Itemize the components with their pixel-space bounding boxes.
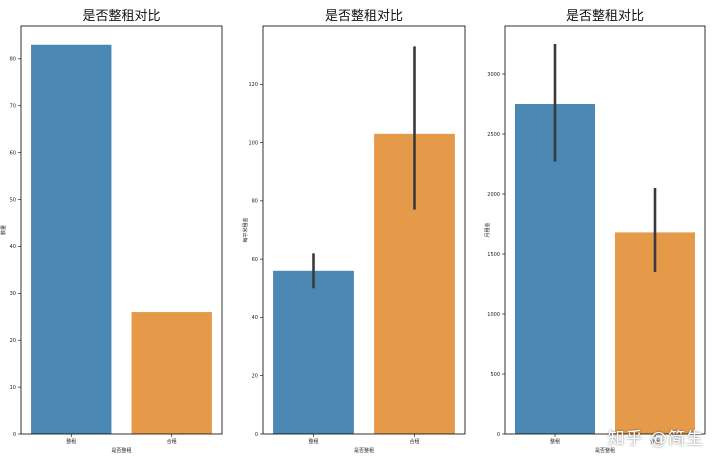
y-tick-label: 20 bbox=[252, 374, 258, 380]
plot-frame bbox=[262, 25, 466, 435]
y-tick-label: 3000 bbox=[487, 72, 500, 78]
y-tick-label: 80 bbox=[10, 57, 16, 63]
y-tick-label: 0 bbox=[255, 432, 258, 438]
x-tick-label: 合租 bbox=[409, 438, 419, 445]
x-tick-label: 整租 bbox=[550, 438, 560, 445]
y-tick-label: 80 bbox=[252, 199, 258, 205]
y-tick-label: 120 bbox=[248, 82, 258, 88]
y-tick-label: 40 bbox=[252, 315, 258, 321]
chart-title: 是否整租对比 bbox=[82, 9, 160, 24]
x-axis-label: 是否整租 bbox=[354, 447, 374, 454]
bar-整租 bbox=[273, 270, 354, 434]
x-tick-label: 合租 bbox=[167, 438, 177, 445]
x-axis-label: 是否整租 bbox=[595, 447, 615, 454]
y-tick-label: 40 bbox=[10, 244, 16, 250]
plot-frame bbox=[20, 25, 223, 435]
x-tick-label: 整租 bbox=[66, 438, 76, 445]
y-tick-label: 30 bbox=[10, 291, 16, 297]
bar-整租 bbox=[31, 44, 112, 435]
chart-title: 是否整租对比 bbox=[566, 9, 644, 24]
x-tick-label: 整租 bbox=[308, 438, 318, 445]
y-tick-label: 500 bbox=[490, 372, 500, 378]
y-tick-label: 2500 bbox=[487, 132, 500, 138]
y-tick-label: 2000 bbox=[487, 192, 500, 198]
y-tick-label: 20 bbox=[10, 338, 16, 344]
x-tick-label: 合租 bbox=[650, 438, 660, 445]
y-axis-label: 数量 bbox=[0, 225, 7, 235]
chart-title: 是否整租对比 bbox=[325, 9, 403, 24]
plot-frame bbox=[504, 25, 706, 435]
watermark: 知乎 @简生 bbox=[607, 429, 704, 449]
y-axis-label: 月租金 bbox=[484, 222, 491, 237]
x-axis-label: 是否整租 bbox=[111, 447, 131, 454]
y-tick-label: 0 bbox=[13, 432, 16, 438]
y-tick-label: 1000 bbox=[487, 312, 500, 318]
y-tick-label: 1500 bbox=[487, 252, 500, 258]
y-tick-label: 60 bbox=[10, 150, 16, 156]
y-tick-label: 50 bbox=[10, 197, 16, 203]
y-tick-label: 0 bbox=[497, 432, 500, 438]
y-tick-label: 10 bbox=[10, 385, 16, 391]
y-axis-label: 每平米租金 bbox=[242, 217, 249, 242]
y-tick-label: 60 bbox=[252, 257, 258, 263]
y-tick-label: 100 bbox=[248, 140, 258, 146]
bar-合租 bbox=[131, 312, 212, 434]
y-tick-label: 70 bbox=[10, 104, 16, 110]
